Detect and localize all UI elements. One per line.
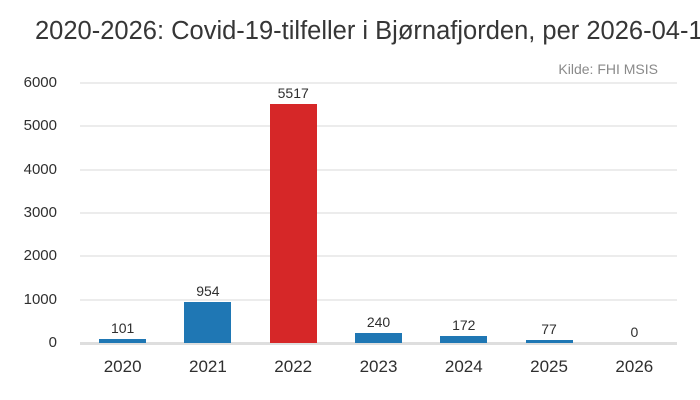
gridline: [80, 255, 677, 258]
y-tick-label: 5000: [23, 117, 57, 135]
x-tick-label: 2024: [444, 357, 483, 376]
gridline: [80, 82, 677, 84]
bar-value-label-2021: 954: [196, 282, 220, 299]
x-tick-label: 2020: [103, 357, 142, 376]
x-tick-label: 2025: [530, 357, 568, 376]
bar-2022: [269, 103, 317, 343]
gridline: [80, 298, 677, 301]
bar-value-label-2020: 101: [110, 319, 135, 336]
bar-value-label-2022: 5517: [277, 84, 309, 101]
x-tick-label: 2023: [359, 357, 398, 376]
bar-2020: [99, 338, 147, 343]
gridline: [80, 168, 677, 171]
gridline: [80, 212, 677, 214]
y-tick-label: 6000: [23, 74, 57, 91]
gridline: [80, 125, 677, 128]
x-tick-label: 2021: [189, 357, 227, 376]
y-tick-label: 1000: [23, 290, 57, 308]
bar-value-label-2026: 0: [630, 324, 639, 340]
bar-value-label-2024: 172: [452, 316, 476, 333]
y-tick-label: 2000: [23, 247, 57, 265]
bar-2023: [355, 332, 402, 343]
source-note: Kilde: FHI MSIS: [558, 61, 658, 77]
x-tick-label: 2026: [615, 357, 654, 376]
bar-value-label-2025: 77: [541, 320, 557, 337]
bar-value-label-2023: 240: [366, 313, 391, 330]
y-tick-label: 3000: [23, 204, 57, 221]
y-tick-label: 0: [48, 334, 57, 351]
x-axis-baseline: [80, 341, 677, 345]
bar-2024: [440, 335, 488, 343]
bar-2021: [184, 301, 232, 343]
x-tick-label: 2022: [274, 357, 313, 376]
bar-2025: [525, 339, 573, 343]
chart-title: 2020-2026: Covid-19-tilfeller i Bjørnafj…: [35, 17, 700, 45]
y-tick-label: 4000: [23, 160, 57, 178]
